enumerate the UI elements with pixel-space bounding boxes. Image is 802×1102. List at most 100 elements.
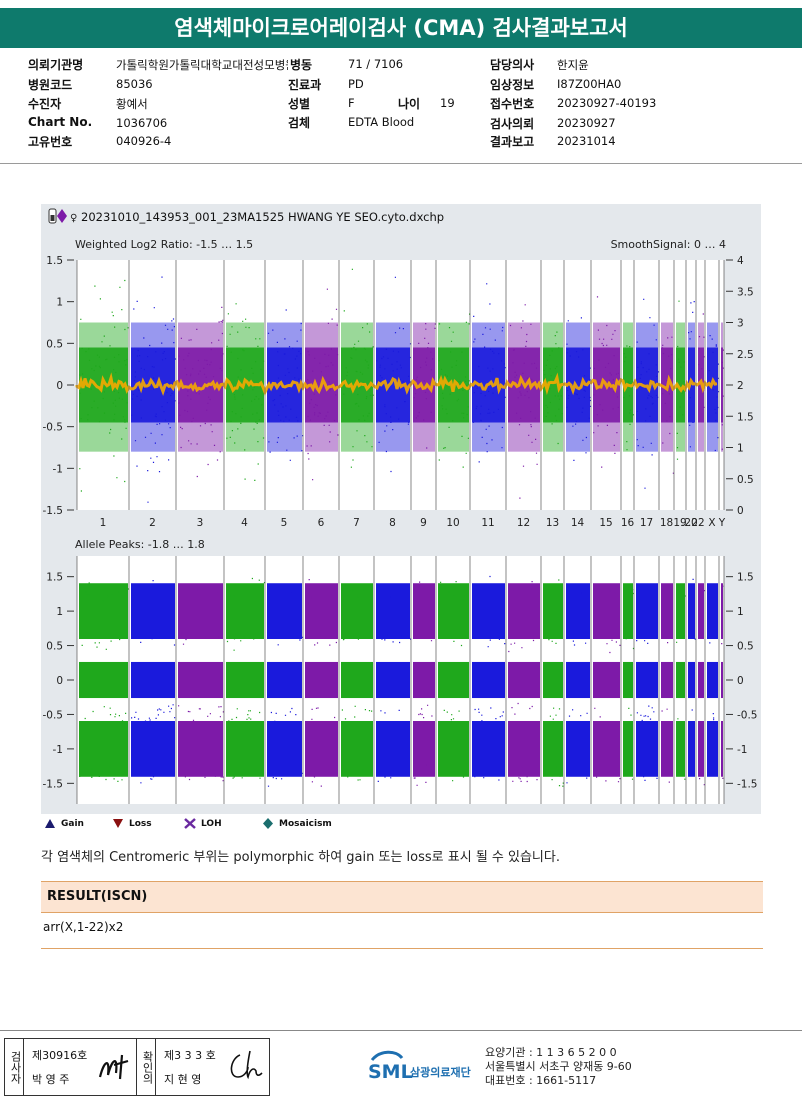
bottom-left-tick: 1.5 [46,572,63,584]
allele-band [661,721,673,777]
allele-band [305,721,338,777]
log2-band-spread [341,422,373,452]
allele-band [721,661,723,699]
allele-band [593,661,620,699]
org-address: 서울특별시 서초구 양재동 9-60 [485,1060,632,1073]
org-logo: SML 삼광의료재단 [366,1046,481,1086]
log2-scatter [566,317,592,461]
allele-band [566,583,590,639]
allele-band [636,661,658,699]
log2-scatter [131,276,177,503]
chromosome-label: 1 [100,517,107,529]
bottom-right-tick: -0.5 [737,709,758,721]
axes: 1.5 1 0.5 0 -0.5 -1 -1.5 4 3.5 3 2.5 2 1.5 1 0.5 0 1.5 1.… [43,255,758,790]
chromosome-label: 4 [241,517,248,529]
allele-scatter [131,580,176,784]
file-name: 20231010_143953_001_23MA1525 HWANG YE SE… [81,210,444,224]
allele-band [698,721,704,777]
allele-band [226,721,264,777]
log2-band-spread [413,422,435,452]
legend-label: LOH [201,818,222,829]
allele-band [688,721,695,777]
log2-band-spread [676,322,685,348]
org-name: 삼광의료재단 [410,1065,471,1079]
allele-band [707,583,718,639]
allele-band [341,721,373,777]
info-label: 병원코드 [28,78,73,92]
allele-scatter [267,584,304,787]
allele-band [413,721,435,777]
log2-scatter [79,279,129,492]
log2-band-spread [593,322,620,348]
legend-loss: Loss [112,818,152,829]
top-panel-title: Weighted Log2 Ratio: -1.5 … 1.5 [75,238,253,251]
allele-band [661,661,673,699]
chromosome-label: 17 [640,517,653,529]
info-value: 19 [440,96,455,110]
log2-band [413,347,435,423]
loh-cross-icon [184,818,196,829]
allele-scatter [377,584,412,782]
log2-band-spread [661,422,673,452]
footer-divider [0,1030,802,1031]
allele-band [543,721,563,777]
allele-band [79,583,128,639]
chromosome-label: 15 [599,517,612,529]
patient-info: 의뢰기관명 가톨릭학원가톨릭대학교대전성모병원 병원코드 85036 수진자 황… [0,52,802,162]
info-value: 85036 [116,77,153,91]
log2-band-spread [566,322,590,348]
allele-band [698,583,704,639]
legend-loh: LOH [184,818,222,829]
log2-band-spread [636,322,658,348]
top-panel-right-title: SmoothSignal: 0 … 4 [611,238,726,251]
allele-band [676,661,685,699]
sex-symbol: ♀ [70,213,77,224]
log2-band-spread [472,322,505,348]
log2-scatter [178,306,224,478]
log2-band-spread [226,422,264,452]
log2-band-spread [593,422,620,452]
log2-ratio-panel [75,260,725,510]
allele-band [508,721,540,777]
allele-band [267,721,302,777]
allele-band [305,661,338,699]
allele-band [267,661,302,699]
bottom-left-tick: 1 [56,606,63,618]
allele-band [593,583,620,639]
log2-band-spread [472,422,505,452]
log2-band-spread [178,322,223,348]
confirmer-signature [230,1050,263,1080]
chromosome-label: 14 [571,517,585,529]
allele-band [226,583,264,639]
mosaicism-diamond-icon [263,818,273,829]
confirmer-number: 제3 3 3 호 [164,1049,216,1062]
allele-scatter [438,581,468,782]
top-right-tick: 2 [737,380,744,392]
top-left-tick: -1 [53,463,63,475]
bottom-left-tick: 0.5 [46,641,63,653]
log2-scatter [306,288,339,481]
legend-gain: Gain [44,818,84,829]
info-label: 고유번호 [28,135,73,149]
allele-band [376,583,410,639]
info-value: 71 / 7106 [348,57,404,71]
allele-band [543,661,563,699]
log2-band-spread [79,322,128,348]
allele-band [688,661,695,699]
bottom-right-tick: 1.5 [737,572,754,584]
chromosome-label: 5 [281,517,288,529]
log2-scatter [267,309,304,461]
allele-band [676,721,685,777]
chromosome-label: 6 [318,517,325,529]
log2-scatter [623,345,634,451]
info-label: 성별 [288,97,311,111]
result-heading: RESULT(ISCN) [41,881,763,913]
bottom-left-tick: -1 [53,744,63,756]
allele-band [623,721,633,777]
info-value: 가톨릭학원가톨릭대학교대전성모병원 [116,58,296,72]
info-value: 황예서 [116,97,148,111]
allele-band [413,661,435,699]
allele-scatter [413,581,434,786]
top-right-tick: 1 [737,443,744,455]
